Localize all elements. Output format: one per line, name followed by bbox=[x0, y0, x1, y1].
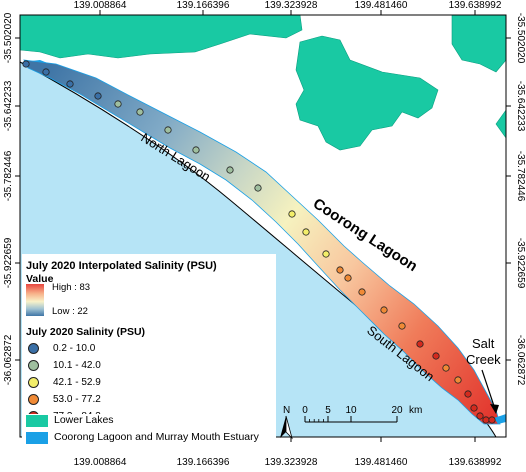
sample-point bbox=[302, 228, 310, 236]
class-1-label: 0.2 - 10.0 bbox=[53, 343, 96, 354]
legend-value-heading: Value bbox=[26, 273, 54, 285]
legend-class-2: 10.1 - 42.0 bbox=[28, 359, 101, 372]
north-arrow-right bbox=[285, 415, 293, 440]
sample-point bbox=[464, 390, 472, 398]
scale-bar: 0 5 10 20 km bbox=[302, 405, 422, 423]
legend-class-3: 42.1 - 52.9 bbox=[28, 376, 101, 389]
lower-lakes-label: Lower Lakes bbox=[54, 414, 114, 426]
right-tick-label: -36.062872 bbox=[515, 335, 526, 386]
left-tick-label: -35.922659 bbox=[3, 237, 14, 288]
legend-area-rows: Lower Lakes Coorong Lagoon and Murray Mo… bbox=[22, 414, 276, 446]
estuary-swatch bbox=[26, 432, 48, 444]
class-4-swatch bbox=[28, 394, 39, 405]
sample-point bbox=[94, 92, 102, 100]
sample-point bbox=[380, 306, 388, 314]
lower-lakes bbox=[20, 15, 506, 151]
right-tick-label: -35.642233 bbox=[515, 81, 526, 132]
bottom-tick-label: 139.008864 bbox=[74, 457, 127, 468]
class-3-swatch bbox=[28, 377, 39, 388]
left-tick-label: -35.642233 bbox=[3, 80, 14, 131]
sample-point bbox=[488, 416, 496, 424]
bottom-tick-label: 139.638992 bbox=[449, 457, 502, 468]
top-tick-label: 139.166396 bbox=[177, 0, 230, 11]
sample-point bbox=[482, 416, 490, 424]
legend-title: July 2020 Interpolated Salinity (PSU) bbox=[26, 260, 217, 272]
right-tick-label: -35.922659 bbox=[515, 238, 526, 289]
sample-point bbox=[192, 146, 200, 154]
sample-point bbox=[114, 100, 122, 108]
scale-bar-unit: km bbox=[409, 405, 422, 416]
label-salt-creek-line2: Creek bbox=[466, 352, 501, 367]
sample-point bbox=[164, 126, 172, 134]
bottom-tick-label: 139.323928 bbox=[265, 457, 318, 468]
sample-point bbox=[226, 166, 234, 174]
right-tick-label: -35.502020 bbox=[515, 13, 526, 64]
scale-bar-value: 10 bbox=[345, 405, 357, 416]
sample-points bbox=[22, 60, 496, 424]
sample-point bbox=[476, 412, 484, 420]
right-tick-label: -35.782446 bbox=[515, 151, 526, 202]
lower-lakes-swatch bbox=[26, 415, 48, 427]
north-arrow-left bbox=[280, 416, 286, 438]
label-salt-creek-line1: Salt bbox=[472, 336, 495, 351]
sample-point bbox=[22, 60, 30, 68]
sample-point bbox=[358, 288, 366, 296]
legend-class-1: 0.2 - 10.0 bbox=[28, 342, 95, 355]
salinity-color-ramp bbox=[26, 284, 44, 316]
north-arrow: N bbox=[280, 405, 293, 440]
sample-point bbox=[454, 376, 462, 384]
sample-point bbox=[416, 340, 424, 348]
graticule-labels: 139.008864 139.166396 139.323928 139.481460… bbox=[3, 0, 526, 468]
sample-point bbox=[136, 108, 144, 116]
class-2-label: 10.1 - 42.0 bbox=[53, 360, 101, 371]
legend-points-heading: July 2020 Salinity (PSU) bbox=[26, 326, 146, 338]
top-tick-label: 139.323928 bbox=[265, 0, 318, 11]
coorong-lagoon-salinity bbox=[23, 59, 501, 425]
salt-creek-inlet bbox=[494, 414, 506, 424]
left-tick-label: -35.782446 bbox=[3, 150, 14, 201]
bottom-tick-label: 139.481460 bbox=[355, 457, 408, 468]
class-2-swatch bbox=[28, 360, 39, 371]
class-3-label: 42.1 - 52.9 bbox=[53, 377, 101, 388]
top-tick-label: 139.481460 bbox=[355, 0, 408, 11]
legend: July 2020 Interpolated Salinity (PSU) Va… bbox=[22, 254, 276, 444]
sample-point bbox=[254, 184, 262, 192]
bottom-tick-label: 139.166396 bbox=[177, 457, 230, 468]
sample-point bbox=[336, 266, 344, 274]
scale-bar-value: 20 bbox=[391, 405, 403, 416]
ramp-high-label: High : 83 bbox=[52, 282, 91, 293]
estuary-label: Coorong Lagoon and Murray Mouth Estuary bbox=[54, 431, 259, 443]
sample-point bbox=[398, 322, 406, 330]
scale-bar-value: 0 bbox=[302, 405, 308, 416]
sample-point bbox=[442, 364, 450, 372]
sample-point bbox=[288, 210, 296, 218]
top-tick-label: 139.638992 bbox=[449, 0, 502, 11]
sample-point bbox=[322, 250, 330, 258]
scale-bar-value: 5 bbox=[325, 405, 331, 416]
class-1-swatch bbox=[28, 343, 39, 354]
legend-class-4: 53.0 - 77.2 bbox=[28, 393, 101, 406]
north-arrow-letter: N bbox=[283, 405, 290, 416]
sample-point bbox=[470, 404, 478, 412]
sample-point bbox=[66, 80, 74, 88]
salt-creek-arrowhead bbox=[490, 404, 499, 414]
class-4-label: 53.0 - 77.2 bbox=[53, 394, 101, 405]
top-tick-label: 139.008864 bbox=[74, 0, 127, 11]
left-tick-label: -35.502020 bbox=[3, 12, 14, 63]
ramp-low-label: Low : 22 bbox=[52, 306, 88, 317]
left-tick-label: -36.062872 bbox=[3, 334, 14, 385]
sample-point bbox=[42, 68, 50, 76]
sample-point bbox=[432, 352, 440, 360]
sample-point bbox=[344, 274, 352, 282]
